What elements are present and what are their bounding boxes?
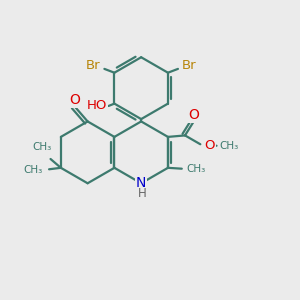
- Text: O: O: [69, 93, 80, 106]
- Text: N: N: [136, 176, 146, 190]
- Text: O: O: [205, 139, 215, 152]
- Text: CH₃: CH₃: [186, 164, 206, 174]
- Text: Br: Br: [182, 59, 196, 72]
- Text: Br: Br: [86, 59, 101, 72]
- Text: CH₃: CH₃: [33, 142, 52, 152]
- Text: CH₃: CH₃: [23, 165, 43, 175]
- Text: CH₃: CH₃: [219, 141, 238, 151]
- Text: H: H: [138, 187, 147, 200]
- Text: O: O: [188, 108, 199, 122]
- Text: HO: HO: [86, 100, 107, 112]
